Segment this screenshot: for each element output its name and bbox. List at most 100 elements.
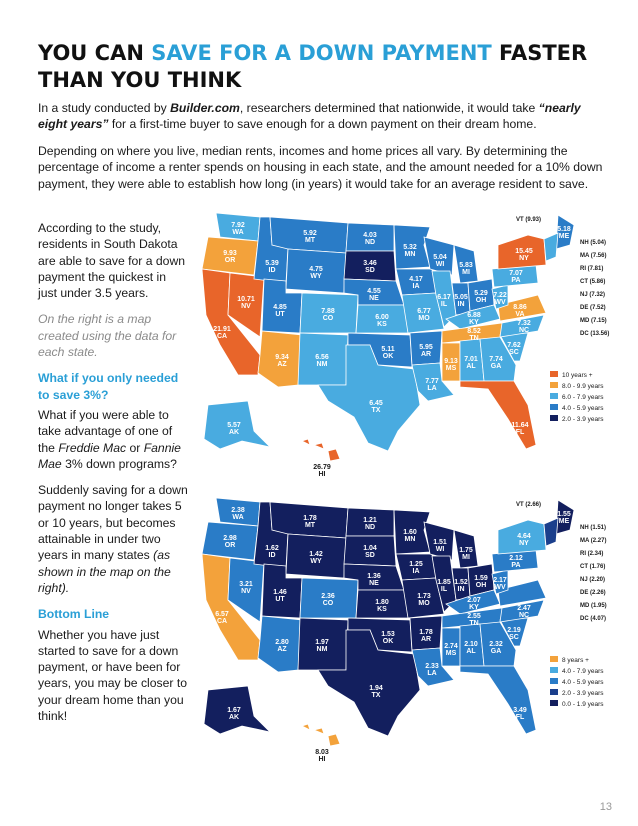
legend-label-0: 8 years + xyxy=(562,657,589,664)
map-10-percent: 7.92 WA 9.93 OR 10.71 NV 21.91 CA 5.39 ID 5.92 MT 4.… xyxy=(198,205,618,485)
state-abbr-MT: MT xyxy=(305,522,316,529)
state-OR xyxy=(201,236,259,276)
state-value-MN: 5.32 xyxy=(403,244,417,251)
text: What if you were able to take advantage … xyxy=(38,407,173,455)
state-value-AZ: 2.80 xyxy=(275,639,289,646)
state-abbr-WV: WV xyxy=(494,299,506,306)
state-abbr-MN: MN xyxy=(405,251,416,258)
state-GA xyxy=(479,621,517,667)
state-value-MI: 5.83 xyxy=(459,262,473,269)
legend-swatch-0 xyxy=(550,656,558,662)
state-value-UT: 1.46 xyxy=(273,589,287,596)
state-value-WY: 1.42 xyxy=(309,551,323,558)
state-NE-small xyxy=(543,232,559,262)
state-abbr-KS: KS xyxy=(377,321,387,328)
state-NE-small xyxy=(543,517,559,547)
state-value-TN: 8.52 xyxy=(467,328,481,335)
small-state-label-8: DC (4.07) xyxy=(580,616,606,622)
state-abbr-AL: AL xyxy=(466,648,476,655)
state-abbr-IL: IL xyxy=(441,301,448,308)
state-value-ND: 1.21 xyxy=(363,517,377,524)
state-abbr-TX: TX xyxy=(372,692,381,699)
state-NC xyxy=(499,599,545,623)
state-AK xyxy=(203,685,272,735)
state-NV xyxy=(227,557,265,623)
state-abbr-IL: IL xyxy=(441,586,448,593)
state-value-TX: 1.94 xyxy=(369,685,383,692)
small-state-label-6: DE (7.52) xyxy=(580,305,606,311)
state-value-SD: 1.04 xyxy=(363,545,377,552)
state-value-FL: 3.49 xyxy=(513,707,527,714)
small-state-label-2: MA (2.27) xyxy=(580,538,606,544)
state-TX xyxy=(317,344,421,452)
state-value-NC: 7.32 xyxy=(517,320,531,327)
state-abbr-AZ: AZ xyxy=(277,361,287,368)
small-state-labels: VT (9.93) NH (5.04) MA (7.56) RI (7.81) CT (… xyxy=(516,217,609,337)
state-abbr-ND: ND xyxy=(365,239,375,246)
state-abbr-NV: NV xyxy=(241,588,251,595)
state-OR xyxy=(201,521,259,561)
state-abbr-AZ: AZ xyxy=(277,646,287,653)
state-value-IA: 4.17 xyxy=(409,276,423,283)
state-value-IN: 5.05 xyxy=(454,294,468,301)
text: 3% down programs? xyxy=(61,456,177,471)
state-abbr-MI: MI xyxy=(462,554,470,561)
small-state-label-8: DC (13.56) xyxy=(580,331,609,337)
small-state-label-7: MD (1.95) xyxy=(580,603,607,609)
legend-label-1: 4.0 - 7.9 years xyxy=(562,668,604,675)
state-abbr-FL: FL xyxy=(516,429,525,436)
state-AK xyxy=(203,400,272,450)
intro-text: for a first-time buyer to save enough fo… xyxy=(108,117,537,132)
state-VA xyxy=(497,294,547,322)
state-value-WA: 2.38 xyxy=(231,507,245,514)
state-value-WV: 2.17 xyxy=(493,577,507,584)
state-value-LA: 2.33 xyxy=(425,663,439,670)
state-abbr-HI: HI xyxy=(319,756,326,763)
state-value-NE: 1.36 xyxy=(367,573,381,580)
state-value-GA: 7.74 xyxy=(489,356,503,363)
state-abbr-NV: NV xyxy=(241,303,251,310)
state-value-MS: 9.13 xyxy=(444,358,458,365)
state-value-KS: 1.80 xyxy=(375,599,389,606)
state-value-IA: 1.25 xyxy=(409,561,423,568)
state-abbr-MN: MN xyxy=(405,536,416,543)
state-value-IL: 6.17 xyxy=(437,294,451,301)
state-KY xyxy=(445,304,501,330)
intro-text: In a study conducted by xyxy=(38,101,171,115)
state-NV xyxy=(227,272,265,338)
legend-label-4: 0.0 - 1.9 years xyxy=(562,701,604,708)
legend-swatch-1 xyxy=(550,667,558,673)
state-value-NV: 3.21 xyxy=(239,581,253,588)
state-MO xyxy=(401,577,445,619)
state-abbr-HI: HI xyxy=(319,471,326,478)
state-abbr-OH: OH xyxy=(476,297,487,304)
attainable-paragraph: Suddenly saving for a down payment no lo… xyxy=(38,482,188,596)
state-abbr-ID: ID xyxy=(269,267,276,274)
state-value-AL: 2.10 xyxy=(464,641,478,648)
state-abbr-WY: WY xyxy=(310,558,322,565)
state-abbr-OK: OK xyxy=(383,353,394,360)
state-value-AR: 5.95 xyxy=(419,344,433,351)
state-value-ID: 1.62 xyxy=(265,545,279,552)
legend-swatch-0 xyxy=(550,371,558,377)
state-abbr-LA: LA xyxy=(427,670,436,677)
state-abbr-MT: MT xyxy=(305,237,316,244)
state-abbr-ME: ME xyxy=(559,518,570,525)
state-value-CA: 21.91 xyxy=(213,326,231,333)
state-value-CA: 6.57 xyxy=(215,611,229,618)
section-heading-bottom-line: Bottom Line xyxy=(38,607,110,622)
small-state-label-1: NH (5.04) xyxy=(580,240,606,246)
state-value-MO: 6.77 xyxy=(417,308,431,315)
state-abbr-GA: GA xyxy=(491,648,502,655)
small-state-label-4: CT (5.86) xyxy=(580,279,605,285)
intro-text: , researchers determined that nationwide… xyxy=(239,101,539,115)
state-abbr-MS: MS xyxy=(446,365,457,372)
state-abbr-KY: KY xyxy=(469,604,479,611)
state-value-IL: 1.85 xyxy=(437,579,451,586)
state-value-NY: 15.45 xyxy=(515,248,533,255)
small-state-label-7: MD (7.15) xyxy=(580,318,607,324)
state-abbr-MI: MI xyxy=(462,269,470,276)
state-value-WV: 7.22 xyxy=(493,292,507,299)
state-abbr-TN: TN xyxy=(469,335,478,342)
